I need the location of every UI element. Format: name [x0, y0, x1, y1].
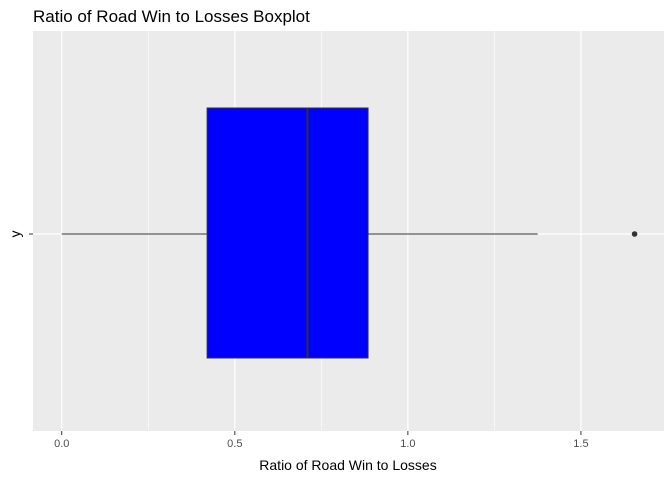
- x-axis-label: Ratio of Road Win to Losses: [259, 457, 436, 473]
- chart-title: Ratio of Road Win to Losses Boxplot: [33, 7, 310, 26]
- y-axis-label: y: [7, 231, 23, 238]
- box-marks: [61, 107, 638, 359]
- outlier-point: [631, 231, 638, 237]
- iqr-box: [206, 107, 369, 359]
- x-tick-label: 1.5: [573, 438, 588, 450]
- x-tick-label: 1.0: [400, 438, 415, 450]
- x-tick-label: 0.5: [227, 438, 242, 450]
- x-axis-ticks: 0.0 0.5 1.0 1.5: [54, 431, 589, 450]
- x-tick-label: 0.0: [54, 438, 69, 450]
